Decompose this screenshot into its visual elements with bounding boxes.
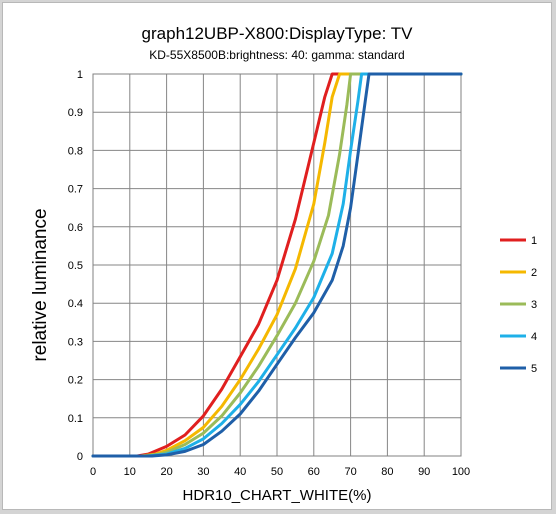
legend: 1 2 3 4 5 xyxy=(500,235,537,375)
legend-label-5: 5 xyxy=(531,363,537,375)
tick-labels: 0 10 20 30 40 50 60 70 80 90 100 0 0.1 0.2 0.3 0.4 0.5 0.… xyxy=(68,69,470,478)
series-4-line xyxy=(91,72,463,458)
y-tick-label: 0.8 xyxy=(68,145,83,157)
y-tick-label: 0.4 xyxy=(68,298,83,310)
x-tick-label: 0 xyxy=(90,466,96,478)
series-3-line xyxy=(91,72,463,458)
x-axis-title: HDR10_CHART_WHITE(%) xyxy=(183,487,372,504)
y-tick-label: 0.6 xyxy=(68,222,83,234)
y-tick-label: 0.1 xyxy=(68,413,83,425)
y-tick-label: 0.7 xyxy=(68,184,83,196)
x-tick-label: 80 xyxy=(381,466,393,478)
chart-title: graph12UBP-X800:DisplayType: TV xyxy=(142,24,414,43)
x-tick-label: 90 xyxy=(418,466,430,478)
y-tick-label: 0.5 xyxy=(68,260,83,272)
x-tick-label: 60 xyxy=(308,466,320,478)
legend-label-2: 2 xyxy=(531,267,537,279)
y-tick-label: 0 xyxy=(77,451,83,463)
x-tick-label: 50 xyxy=(271,466,283,478)
legend-label-1: 1 xyxy=(531,235,537,247)
x-tick-label: 40 xyxy=(234,466,246,478)
y-axis-title: relative luminance xyxy=(30,208,51,361)
chart-svg: graph12UBP-X800:DisplayType: TV KD-55X85… xyxy=(30,24,537,504)
series-1-line xyxy=(91,72,463,458)
series-lines xyxy=(91,72,463,458)
legend-label-3: 3 xyxy=(531,299,537,311)
y-tick-label: 1 xyxy=(77,69,83,81)
y-tick-label: 0.9 xyxy=(68,107,83,119)
chart-subtitle: KD-55X8500B:brightness: 40: gamma: stand… xyxy=(149,48,404,62)
series-5-line xyxy=(91,72,463,458)
chart-frame: graph12UBP-X800:DisplayType: TV KD-55X85… xyxy=(2,2,552,510)
plot-border xyxy=(92,73,462,457)
x-tick-label: 10 xyxy=(124,466,136,478)
x-tick-label: 20 xyxy=(160,466,172,478)
x-tick-label: 70 xyxy=(344,466,356,478)
legend-label-4: 4 xyxy=(531,331,537,343)
y-tick-label: 0.2 xyxy=(68,375,83,387)
x-tick-label: 100 xyxy=(452,466,470,478)
x-tick-label: 30 xyxy=(197,466,209,478)
y-tick-label: 0.3 xyxy=(68,336,83,348)
